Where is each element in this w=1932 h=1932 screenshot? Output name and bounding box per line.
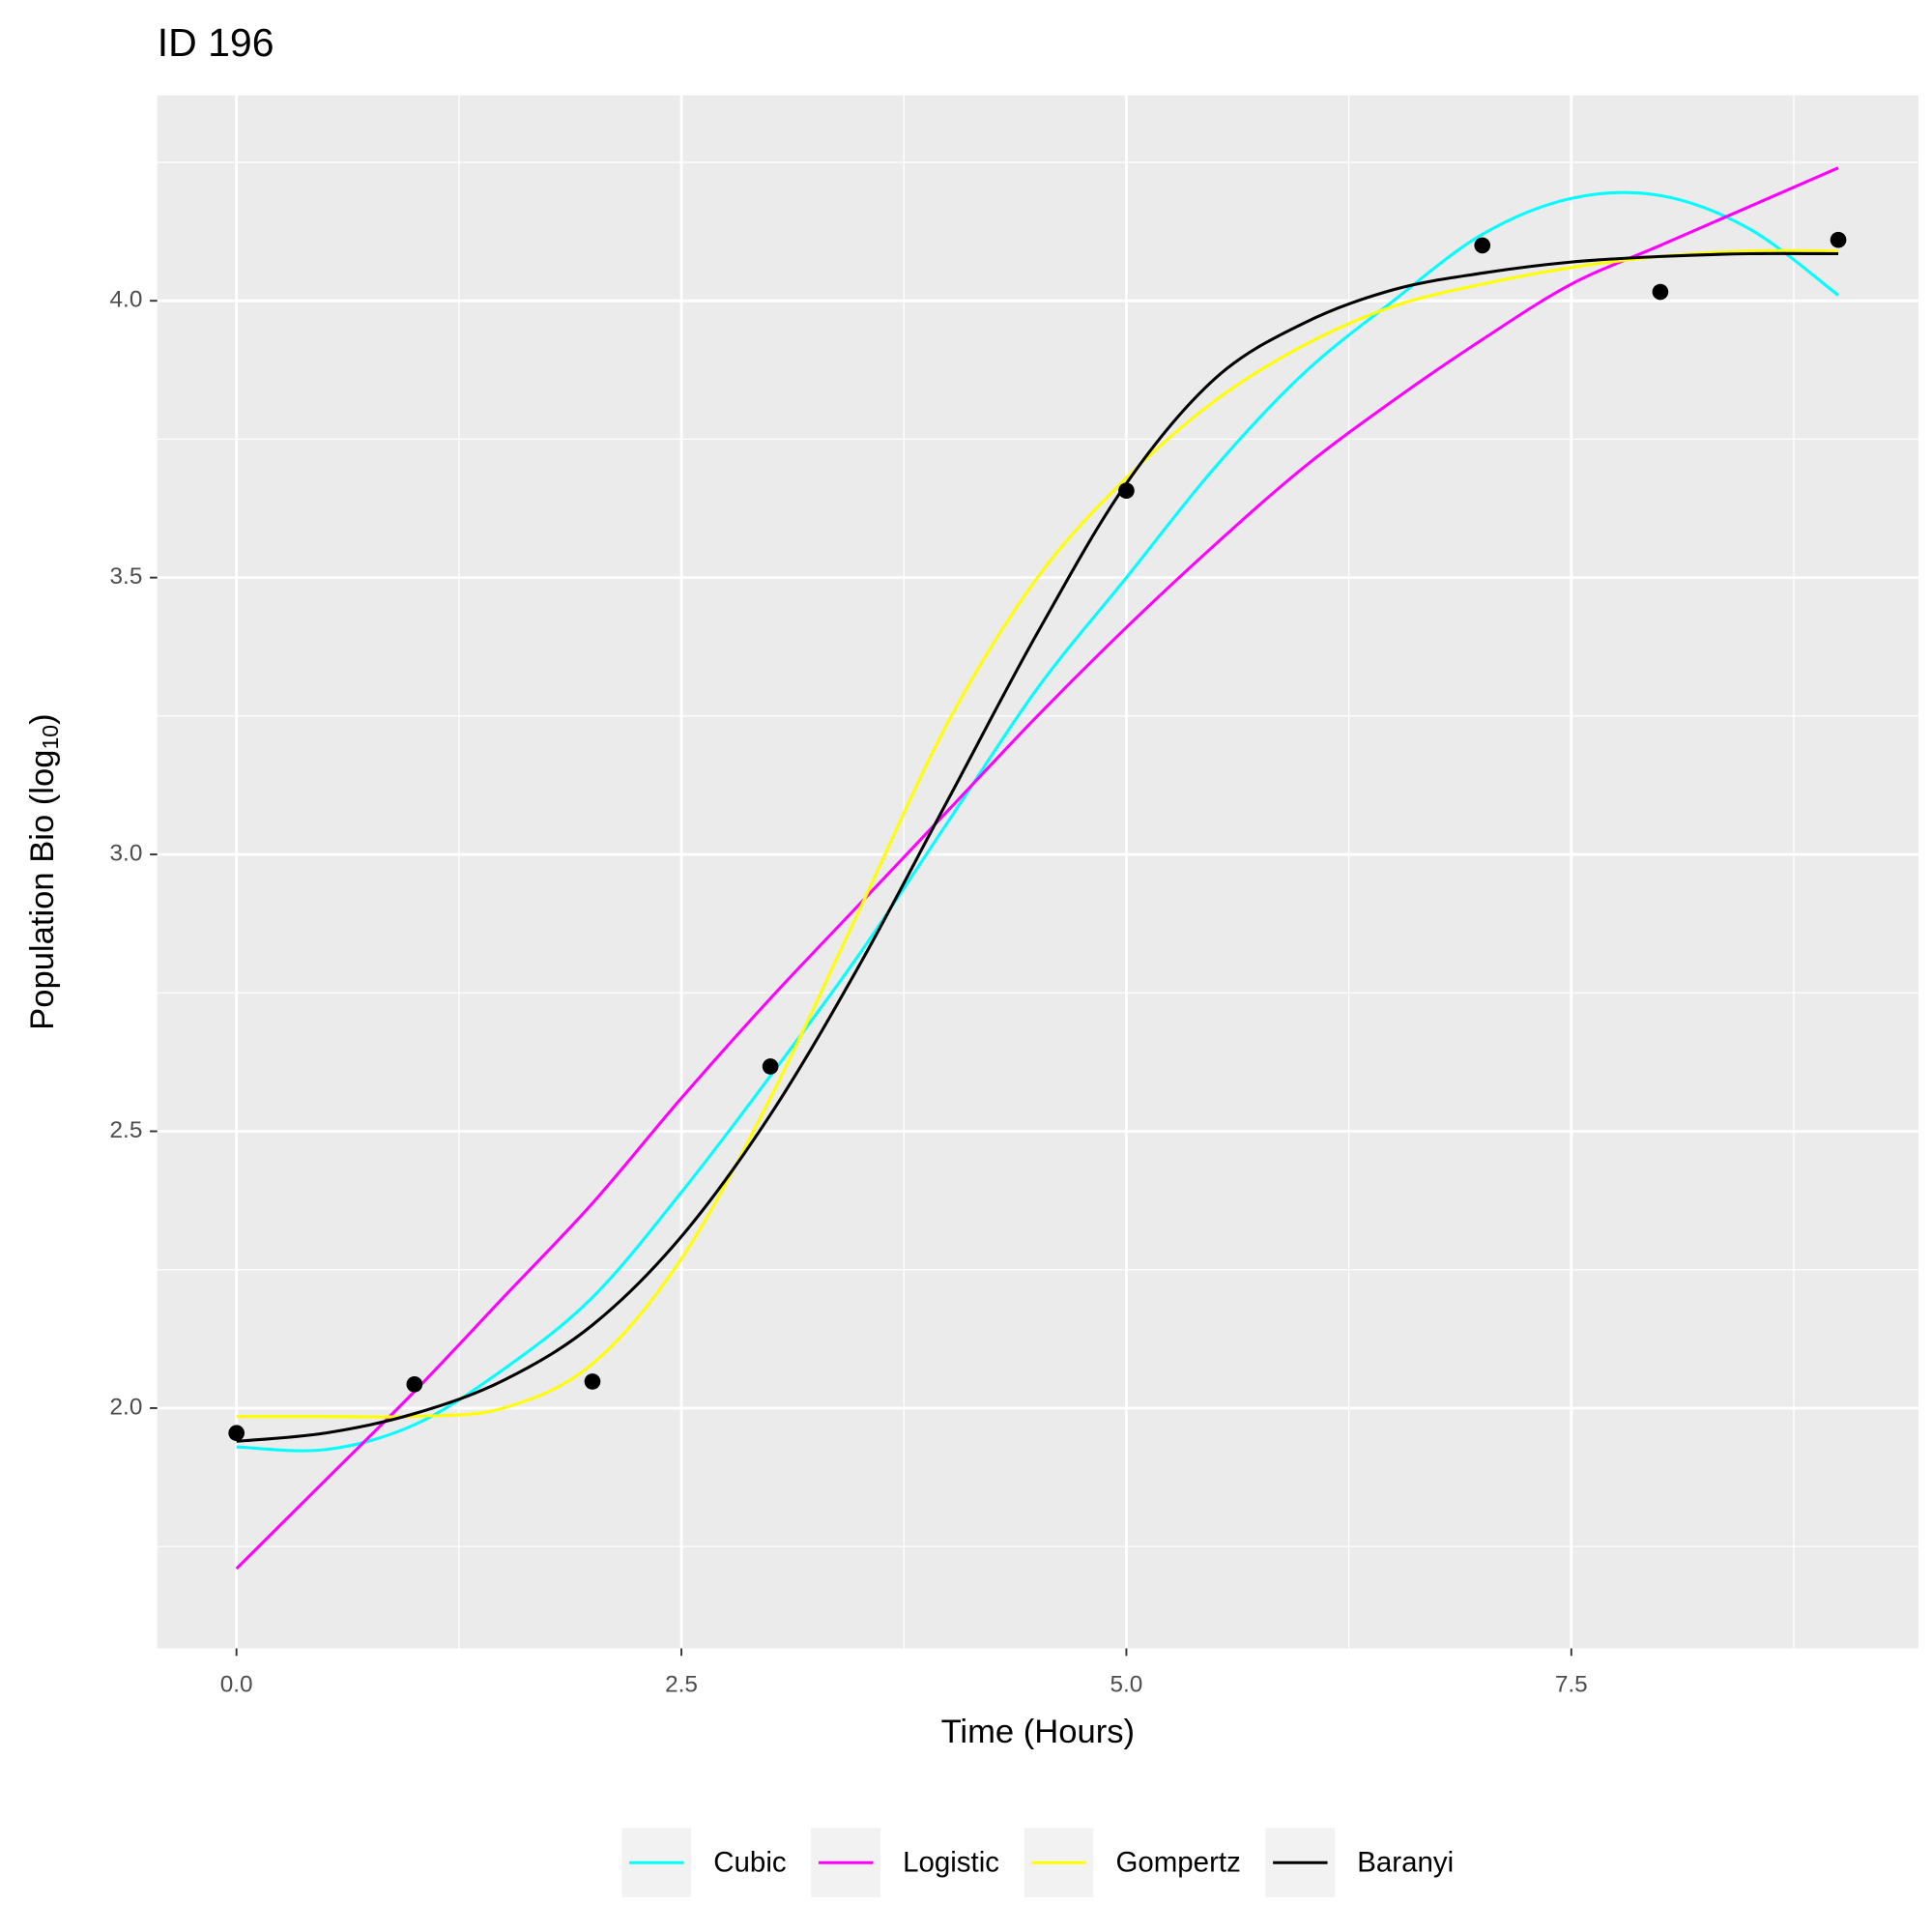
- data-point: [1118, 482, 1135, 500]
- legend-item: Cubic: [621, 1828, 787, 1898]
- y-tick-label: 4.0: [110, 287, 143, 313]
- x-axis-title: Time (Hours): [941, 1714, 1135, 1750]
- data-point: [1652, 283, 1669, 301]
- plot-panel: [157, 95, 1918, 1649]
- legend-label: Gompertz: [1115, 1846, 1240, 1878]
- y-tick-label: 3.5: [110, 563, 143, 590]
- line-series: [235, 166, 1839, 1571]
- legend: Cubic Logistic Gompertz Baranyi: [621, 1828, 1454, 1898]
- y-tick-label: 3.0: [110, 840, 143, 866]
- line-series: [236, 251, 1839, 1443]
- data-point: [228, 1425, 245, 1442]
- data-point: [762, 1058, 779, 1075]
- y-tick-label: 2.5: [110, 1117, 143, 1143]
- data-point: [1830, 231, 1847, 248]
- line-series: [236, 248, 1839, 1419]
- data-point: [1474, 237, 1491, 254]
- data-point: [406, 1375, 423, 1393]
- data-point: [584, 1373, 601, 1390]
- legend-label: Baranyi: [1357, 1846, 1454, 1878]
- chart-title: ID 196: [158, 20, 274, 65]
- y-tick-label: 2.0: [110, 1394, 143, 1420]
- x-tick-label: 0.0: [220, 1671, 253, 1697]
- legend-label: Cubic: [713, 1846, 786, 1878]
- legend-item: Logistic: [811, 1828, 999, 1898]
- y-axis-title-sub: 10: [38, 725, 63, 750]
- y-axis-title-end: ): [24, 713, 61, 725]
- line-series: [236, 190, 1839, 1453]
- y-axis-title-text: Population Bio (log: [24, 750, 61, 1030]
- legend-label: Logistic: [903, 1846, 999, 1878]
- legend-item: Baranyi: [1265, 1828, 1454, 1898]
- x-tick-label: 5.0: [1110, 1671, 1143, 1697]
- legend-item: Gompertz: [1024, 1828, 1241, 1898]
- x-tick-label: 2.5: [665, 1671, 698, 1697]
- y-axis-title: Population Bio (log10): [24, 713, 63, 1029]
- x-tick-label: 7.5: [1555, 1671, 1588, 1697]
